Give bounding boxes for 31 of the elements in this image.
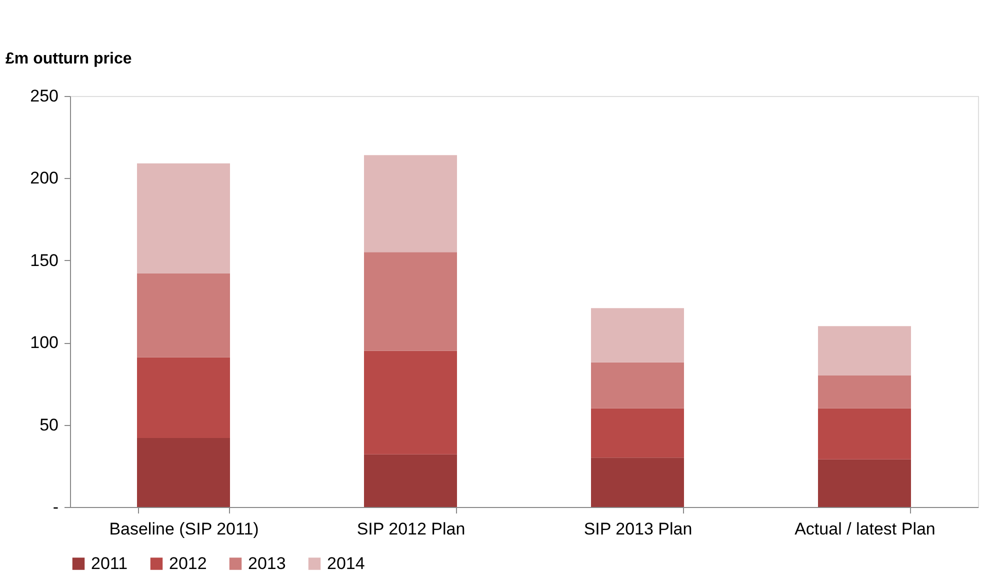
bar [591,408,684,458]
bar [137,357,230,438]
y-tick-label: 150 [30,250,58,270]
x-tick-label: Baseline (SIP 2011) [109,520,259,538]
bar [364,155,457,252]
legend-label: 2013 [248,554,286,572]
legend-label: 2014 [327,554,365,572]
bar [364,350,457,454]
y-tick-label: - [52,498,58,516]
bar [591,458,684,507]
bar [818,375,911,408]
bar [364,252,457,351]
y-tick-label: 200 [30,168,58,188]
x-tick-label: Actual / latest Plan [794,520,936,538]
x-tick-label: SIP 2013 Plan [584,520,692,538]
x-tick-label: SIP 2012 Plan [356,520,466,538]
bar [137,163,230,274]
bar [137,438,230,507]
y-tick-label: 100 [30,333,58,352]
y-axis-title: £m outturn price [6,50,132,68]
y-tick-label: 50 [40,415,58,434]
bar [818,408,911,460]
y-tick-label: 250 [30,86,58,106]
bar [818,459,911,507]
legend-label: 2012 [169,554,207,572]
bar [364,454,457,507]
legend-label: 2011 [91,554,128,572]
bar [591,362,684,408]
bar [137,274,230,358]
bar [591,308,684,362]
bar [818,326,911,376]
